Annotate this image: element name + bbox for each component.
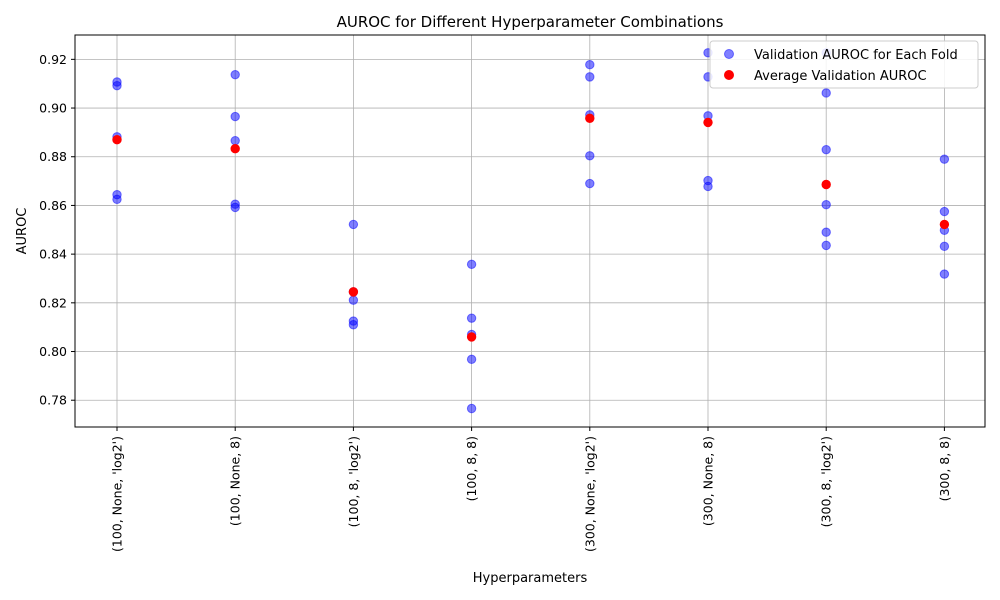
y-tick-label: 0.84 xyxy=(39,247,67,262)
fold-auroc-point xyxy=(585,178,595,189)
fold-auroc-point xyxy=(230,111,240,122)
x-tick-label: (300, None, 'log2') xyxy=(582,436,597,552)
fold-auroc-point xyxy=(466,403,477,414)
fold-auroc-point xyxy=(585,151,595,161)
average-auroc-point xyxy=(703,117,713,128)
x-axis-label: Hyperparameters xyxy=(473,571,588,586)
fold-auroc-point xyxy=(821,144,831,155)
y-tick-label: 0.78 xyxy=(39,393,67,408)
average-auroc-point xyxy=(821,179,831,190)
fold-auroc-point xyxy=(466,313,477,323)
legend-marker-average xyxy=(724,70,734,80)
fold-auroc-point xyxy=(348,219,359,230)
legend-label-average: Average Validation AUROC xyxy=(754,69,927,84)
x-tick-label: (100, None, 'log2') xyxy=(110,436,125,552)
average-auroc-point xyxy=(112,134,122,145)
fold-auroc-point xyxy=(821,88,831,98)
fold-auroc-point xyxy=(585,60,595,70)
fold-auroc-point xyxy=(821,227,831,237)
average-auroc-point xyxy=(939,219,950,230)
fold-auroc-point xyxy=(939,154,950,164)
fold-auroc-point xyxy=(230,202,240,213)
average-auroc-point xyxy=(466,332,477,342)
fold-auroc-point xyxy=(821,200,831,210)
y-tick-label: 0.80 xyxy=(39,344,67,359)
axis-ticks: 0.78 0.80 0.82 0.84 0.86 0.88 0.90 0.92 (100, No… xyxy=(39,52,952,552)
legend-label-folds: Validation AUROC for Each Fold xyxy=(754,48,958,63)
fold-auroc-point xyxy=(112,80,122,91)
y-tick-label: 0.86 xyxy=(39,198,67,213)
legend-marker-folds xyxy=(724,49,734,59)
fold-auroc-point xyxy=(466,354,477,365)
plot-area xyxy=(74,34,986,428)
chart-title: AUROC for Different Hyperparameter Combi… xyxy=(337,13,724,31)
fold-auroc-point xyxy=(939,241,950,252)
fold-auroc-point xyxy=(230,69,240,80)
x-tick-label: (300, None, 8) xyxy=(701,436,716,526)
fold-auroc-point xyxy=(348,320,359,330)
fold-auroc-point xyxy=(112,194,122,205)
fold-auroc-point xyxy=(939,269,950,279)
average-auroc-point xyxy=(230,144,240,154)
fold-auroc-point xyxy=(466,259,477,270)
x-tick-label: (100, 8, 'log2') xyxy=(346,436,361,527)
fold-auroc-point xyxy=(230,135,240,146)
fold-auroc-point xyxy=(585,72,595,82)
data-points xyxy=(112,48,950,414)
grid-lines xyxy=(75,35,985,427)
fold-auroc-point xyxy=(939,206,950,217)
average-auroc-point xyxy=(348,287,359,297)
x-tick-label: (100, 8, 8) xyxy=(464,436,479,501)
x-tick-label: (300, 8, 8) xyxy=(937,436,952,501)
fold-auroc-point xyxy=(348,295,359,305)
x-tick-label: (300, 8, 'log2') xyxy=(819,436,834,527)
y-axis-label: AUROC xyxy=(15,208,30,255)
y-tick-label: 0.82 xyxy=(39,295,67,310)
x-tick-label: (100, None, 8) xyxy=(228,436,243,526)
fold-auroc-point xyxy=(703,181,713,192)
fold-auroc-point xyxy=(821,240,831,251)
y-tick-label: 0.92 xyxy=(39,52,67,67)
legend: Validation AUROC for Each Fold Average V… xyxy=(709,40,979,89)
legend-frame xyxy=(709,40,979,89)
y-tick-label: 0.90 xyxy=(39,101,67,116)
average-auroc-point xyxy=(585,113,595,123)
y-tick-label: 0.88 xyxy=(39,149,67,164)
